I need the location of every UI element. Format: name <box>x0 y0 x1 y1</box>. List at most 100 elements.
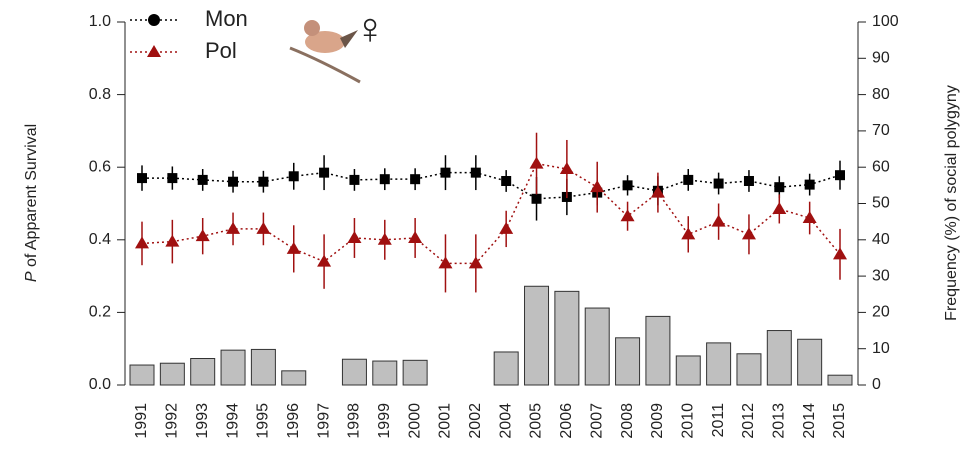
y-axis-title-text: of Apparent Survival <box>23 124 40 267</box>
point <box>835 170 845 180</box>
y2-tick-label: 80 <box>872 86 890 103</box>
x-tick-label: 1993 <box>194 403 211 439</box>
point <box>258 177 268 187</box>
x-tick-label: 2006 <box>558 403 575 439</box>
y-axis-title-var: P <box>23 271 40 282</box>
y-tick-label: 0.2 <box>89 304 111 321</box>
point <box>590 180 604 192</box>
bar <box>160 363 184 385</box>
point <box>289 171 299 181</box>
y-tick-label: 0.6 <box>89 158 111 175</box>
bar <box>828 375 852 385</box>
y-tick-label: 0.4 <box>89 231 111 248</box>
x-tick-label: 2013 <box>771 403 788 439</box>
legend-marker <box>148 14 160 26</box>
bar <box>130 365 154 385</box>
series-line <box>142 164 840 264</box>
point <box>744 176 754 186</box>
x-tick-label: 1997 <box>315 403 332 439</box>
x-tick-label: 2000 <box>406 403 423 439</box>
bar <box>737 354 761 385</box>
point <box>287 242 301 254</box>
y2-tick-label: 100 <box>872 13 899 30</box>
point <box>530 157 544 169</box>
bar <box>191 359 215 385</box>
chart: P of Apparent Survival Frequency (%) of … <box>0 0 968 453</box>
point <box>319 168 329 178</box>
point <box>499 222 513 234</box>
x-tick-label: 2007 <box>588 403 605 439</box>
point <box>469 256 483 268</box>
x-tick-label: 2010 <box>679 403 696 439</box>
bar <box>555 291 579 385</box>
y2-tick-label: 40 <box>872 231 890 248</box>
bar <box>251 349 275 385</box>
point <box>438 256 452 268</box>
point <box>380 174 390 184</box>
series-line <box>142 173 840 199</box>
point <box>167 173 177 183</box>
bar <box>525 286 549 385</box>
legend-label: Pol <box>205 38 237 63</box>
y2-tick-label: 30 <box>872 267 890 284</box>
x-tick-label: 2011 <box>710 403 727 438</box>
x-tick-label: 1996 <box>285 403 302 439</box>
y2-axis-title: Frequency (%) of social polygyny <box>943 85 960 321</box>
x-tick-label: 2002 <box>467 403 484 439</box>
bar <box>676 356 700 385</box>
point <box>772 202 786 214</box>
point <box>256 222 270 234</box>
y2-tick-label: 0 <box>872 376 881 393</box>
legend-label: Mon <box>205 6 248 31</box>
bird-icon <box>290 20 360 82</box>
bar <box>707 343 731 385</box>
point <box>714 179 724 189</box>
y-tick-label: 0.0 <box>89 376 111 393</box>
point <box>198 175 208 185</box>
point <box>137 173 147 183</box>
point <box>226 222 240 234</box>
y2-tick-label: 20 <box>872 304 890 321</box>
legend-marker <box>147 45 161 57</box>
point <box>349 175 359 185</box>
x-tick-label: 1995 <box>255 403 272 439</box>
y-tick-label: 1.0 <box>89 13 111 30</box>
point <box>774 182 784 192</box>
bar <box>585 308 609 385</box>
bar <box>616 338 640 385</box>
bar <box>494 352 518 385</box>
point <box>803 211 817 223</box>
point <box>501 176 511 186</box>
x-tick-label: 1994 <box>224 403 241 439</box>
point <box>471 168 481 178</box>
x-tick-label: 1998 <box>346 403 363 439</box>
x-tick-label: 1999 <box>376 403 393 439</box>
point <box>805 180 815 190</box>
x-tick-label: 2004 <box>497 403 514 439</box>
point <box>623 180 633 190</box>
bar <box>767 331 791 385</box>
bar <box>282 371 306 385</box>
point <box>712 215 726 227</box>
point <box>440 168 450 178</box>
bar <box>342 359 366 385</box>
bar <box>798 339 822 385</box>
point <box>228 177 238 187</box>
point <box>347 231 361 243</box>
point <box>135 236 149 248</box>
bar <box>646 316 670 385</box>
point <box>317 255 331 267</box>
x-tick-label: 2015 <box>831 403 848 439</box>
x-tick-label: 2009 <box>649 403 666 439</box>
y2-tick-label: 10 <box>872 340 890 357</box>
point <box>532 194 542 204</box>
point <box>681 227 695 239</box>
y2-tick-label: 50 <box>872 195 890 212</box>
y2-tick-label: 90 <box>872 50 890 67</box>
point <box>833 247 847 259</box>
x-tick-label: 2001 <box>437 403 454 439</box>
x-tick-label: 2012 <box>740 403 757 439</box>
bar <box>221 350 245 385</box>
x-tick-label: 2005 <box>528 403 545 439</box>
x-tick-label: 2008 <box>619 403 636 439</box>
